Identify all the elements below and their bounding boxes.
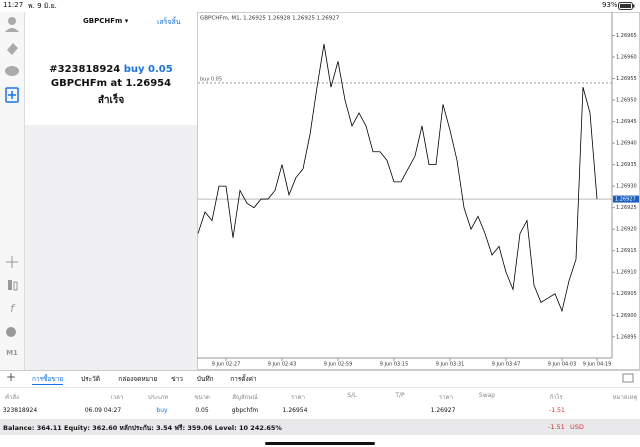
- column-header: S/L: [347, 392, 357, 399]
- y-tick-label: 1.26900: [616, 313, 637, 319]
- column-header: เวลา: [110, 394, 124, 401]
- crosshair-icon[interactable]: [6, 256, 18, 268]
- table-row[interactable]: 323818924 06.09 04:27 buy 0.05 gbpchfm 1.2695…: [0, 403, 640, 417]
- objects-icon[interactable]: [6, 327, 16, 337]
- column-header: ราคา: [439, 394, 453, 401]
- y-tick-label: 1.26955: [616, 76, 637, 82]
- account-summary: Balance: 364.11 Equity: 362.60 หลักประกั…: [0, 419, 640, 435]
- cell-size: 0.05: [195, 407, 209, 414]
- tab[interactable]: การตั้งค่า: [230, 375, 257, 383]
- add-button[interactable]: +: [6, 370, 17, 384]
- tab[interactable]: ข่าว: [171, 375, 183, 383]
- account-icon[interactable]: [8, 17, 16, 25]
- expand-icon[interactable]: [622, 373, 634, 383]
- order-line-1: #323818924 buy 0.05: [25, 64, 197, 75]
- column-header: Swap: [478, 392, 496, 399]
- battery-icon: [618, 2, 635, 10]
- y-tick-label: 1.26930: [616, 184, 637, 190]
- sidebar: f M1: [0, 12, 25, 370]
- timeframe[interactable]: M1: [6, 349, 18, 357]
- column-header: หมายเหตุ: [612, 394, 638, 401]
- y-tick-label: 1.26935: [616, 162, 637, 168]
- balance-summary: Balance: 364.11 Equity: 362.60 หลักประกั…: [3, 424, 282, 432]
- account-icon-body: [5, 28, 19, 32]
- new-order-icon[interactable]: [5, 87, 19, 103]
- chart-frame: [197, 12, 640, 370]
- cell-order: 323818924: [2, 407, 38, 414]
- y-tick-label: 1.26895: [616, 334, 637, 340]
- x-tick-label: 9 Jun 04:03: [548, 362, 577, 368]
- x-tick-label: 9 Jun 02:59: [324, 362, 353, 368]
- y-tick-label: 1.26965: [616, 33, 637, 39]
- y-tick-label: 1.26950: [616, 98, 637, 104]
- done-button[interactable]: เสร็จสิ้น: [157, 18, 181, 26]
- order-symbol: GBPCHFm at: [50, 78, 123, 89]
- order-id: #323818924: [49, 64, 121, 75]
- x-tick-label: 9 Jun 03:31: [436, 362, 465, 368]
- y-tick-label: 1.26940: [616, 141, 637, 147]
- price-line: [197, 44, 598, 313]
- symbol-selector[interactable]: GBPCHFm ▾: [83, 17, 129, 25]
- table-header: คำสั่ง เวลา ประเภท ขนาด สัญลักษณ์ ราคา S/L T/P ร…: [0, 387, 640, 402]
- terminal: + การซื้อขาย ประวัติ กล่องจดหมาย ข่าว บันทึก…: [0, 370, 640, 447]
- trade-icon[interactable]: [7, 43, 18, 55]
- price-chart: GBPCHFm, M1, 1.26925 1.26928 1.26925 1.2…: [197, 12, 640, 370]
- y-tick-label: 1.26910: [616, 270, 637, 276]
- order-panel: GBPCHFm ▾ เสร็จสิ้น #323818924 buy 0.05 …: [25, 12, 197, 370]
- column-header: ประเภท: [147, 394, 169, 401]
- tab[interactable]: ประวัติ: [81, 375, 100, 383]
- cell-price: 1.26954: [282, 407, 308, 414]
- order-price: 1.26954: [125, 78, 172, 89]
- order-result: GBPCHFm ▾ เสร็จสิ้น #323818924 buy 0.05 …: [25, 12, 197, 125]
- column-header: ราคา: [291, 394, 305, 401]
- order-status: สำเร็จ: [97, 95, 125, 106]
- current-price-label: 1.26927: [615, 197, 636, 203]
- cell-profit: -1.51: [549, 407, 565, 414]
- new-order-plus: [8, 91, 16, 99]
- order-action: buy 0.05: [123, 64, 173, 75]
- x-tick-label: 9 Jun 04:19: [583, 362, 612, 368]
- currency: USD: [570, 423, 584, 431]
- y-tick-label: 1.26920: [616, 227, 637, 233]
- home-indicator: [265, 442, 375, 445]
- indicator-icon[interactable]: f: [10, 302, 16, 315]
- order-line-label: buy 0.05: [200, 76, 222, 82]
- chart-type-icon-b: [13, 281, 18, 291]
- chart-title: GBPCHFm, M1, 1.26925 1.26928 1.26925 1.2…: [200, 16, 340, 22]
- y-tick-label: 1.26960: [616, 55, 637, 61]
- cell-time: 06.09 04:27: [84, 407, 122, 414]
- x-tick-label: 9 Jun 03:47: [492, 362, 521, 368]
- column-header: คำสั่ง: [5, 394, 19, 401]
- tab[interactable]: บันทึก: [196, 375, 214, 383]
- chat-icon[interactable]: [5, 66, 19, 76]
- y-tick-label: 1.26945: [616, 119, 637, 125]
- y-tick-label: 1.26915: [616, 248, 637, 254]
- order-line-2: GBPCHFm at 1.26954: [25, 78, 197, 89]
- cell-symbol: gbpchfm: [231, 407, 259, 414]
- x-tick-label: 9 Jun 03:15: [380, 362, 409, 368]
- sidebar-icons: f M1: [5, 17, 19, 357]
- total-profit: -1.51: [548, 423, 565, 431]
- battery-level: 93%: [602, 1, 618, 9]
- column-header: ขนาด: [194, 394, 210, 401]
- cell-type: buy: [156, 407, 168, 414]
- current-price-tag: [613, 195, 639, 203]
- date: พ. 9 มิ.ย.: [28, 2, 57, 10]
- column-header: สัญลักษณ์: [232, 394, 258, 401]
- column-header: T/P: [395, 392, 405, 399]
- y-tick-label: 1.26925: [616, 205, 637, 211]
- status-bar: 11:27 พ. 9 มิ.ย. 93%: [0, 0, 640, 12]
- chart-type-icon[interactable]: [8, 280, 12, 290]
- x-tick-label: 9 Jun 02:27: [212, 362, 241, 368]
- clock: 11:27: [3, 1, 24, 9]
- cell-current: 1.26927: [430, 407, 456, 414]
- x-tick-label: 9 Jun 02:43: [268, 362, 297, 368]
- tab[interactable]: การซื้อขาย: [32, 375, 64, 385]
- column-header: กำไร: [549, 394, 563, 401]
- y-tick-label: 1.26905: [616, 291, 637, 297]
- tab[interactable]: กล่องจดหมาย: [118, 375, 158, 383]
